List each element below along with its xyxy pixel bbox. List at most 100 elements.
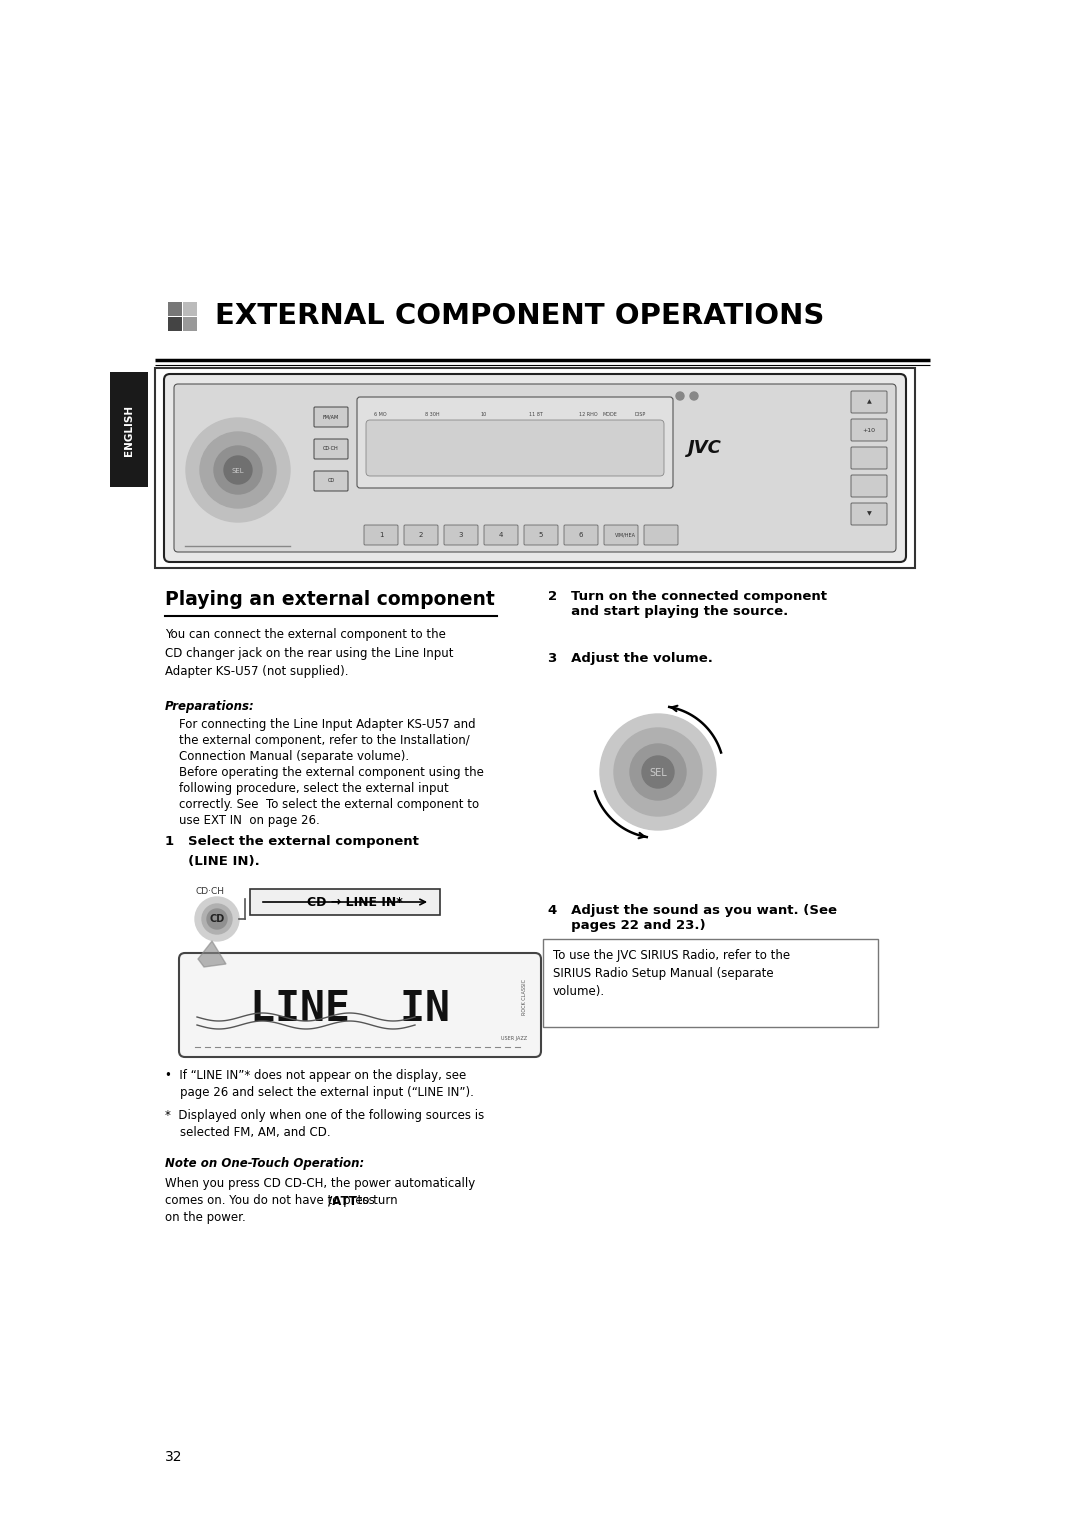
Text: LINE  IN: LINE IN <box>249 989 450 1030</box>
Text: Before operating the external component using the: Before operating the external component … <box>179 766 484 779</box>
Circle shape <box>676 393 684 400</box>
FancyBboxPatch shape <box>179 953 541 1057</box>
Text: 1   Select the external component: 1 Select the external component <box>165 834 419 848</box>
Text: VIM/HEA: VIM/HEA <box>615 532 636 538</box>
Bar <box>156 368 915 568</box>
Text: MODE: MODE <box>603 411 618 417</box>
Text: following procedure, select the external input: following procedure, select the external… <box>179 782 449 795</box>
Text: When you press CD CD-CH, the power automatically: When you press CD CD-CH, the power autom… <box>165 1177 475 1190</box>
Text: volume).: volume). <box>553 986 605 998</box>
Polygon shape <box>198 941 226 967</box>
Text: CD: CD <box>210 914 225 924</box>
FancyBboxPatch shape <box>851 475 887 497</box>
FancyBboxPatch shape <box>564 526 598 545</box>
FancyBboxPatch shape <box>524 526 558 545</box>
Text: on the power.: on the power. <box>165 1212 246 1224</box>
Text: 5: 5 <box>539 532 543 538</box>
Text: 10: 10 <box>481 411 487 417</box>
Bar <box>110 371 148 487</box>
Circle shape <box>642 756 674 788</box>
FancyBboxPatch shape <box>164 374 906 562</box>
Text: 3: 3 <box>459 532 463 538</box>
FancyBboxPatch shape <box>314 471 348 490</box>
Circle shape <box>630 744 686 801</box>
FancyBboxPatch shape <box>357 397 673 487</box>
Text: ENGLISH: ENGLISH <box>124 405 134 455</box>
Text: 12 RHO: 12 RHO <box>579 411 597 417</box>
Text: 2   Turn on the connected component
     and start playing the source.: 2 Turn on the connected component and st… <box>548 590 827 617</box>
Text: You can connect the external component to the
CD changer jack on the rear using : You can connect the external component t… <box>165 628 454 678</box>
Text: 2: 2 <box>419 532 423 538</box>
Text: ROCK CLASSIC: ROCK CLASSIC <box>522 979 527 1015</box>
FancyBboxPatch shape <box>851 419 887 442</box>
Text: /ATT: /ATT <box>328 1193 357 1207</box>
Text: 4   Adjust the sound as you want. (See
     pages 22 and 23.): 4 Adjust the sound as you want. (See pag… <box>548 905 837 932</box>
Text: (LINE IN).: (LINE IN). <box>165 856 260 868</box>
Circle shape <box>214 446 262 494</box>
FancyBboxPatch shape <box>604 526 638 545</box>
Text: 6: 6 <box>579 532 583 538</box>
Text: •  If “LINE IN”* does not appear on the display, see: • If “LINE IN”* does not appear on the d… <box>165 1070 467 1082</box>
Text: FM/AM: FM/AM <box>323 414 339 420</box>
FancyBboxPatch shape <box>851 503 887 526</box>
Text: 8 30H: 8 30H <box>424 411 440 417</box>
FancyBboxPatch shape <box>444 526 478 545</box>
FancyBboxPatch shape <box>404 526 438 545</box>
Bar <box>168 316 183 332</box>
FancyBboxPatch shape <box>644 526 678 545</box>
Circle shape <box>600 714 716 830</box>
FancyBboxPatch shape <box>366 420 664 477</box>
Text: correctly. See  To select the external component to: correctly. See To select the external co… <box>179 798 480 811</box>
Text: page 26 and select the external input (“LINE IN”).: page 26 and select the external input (“… <box>165 1086 474 1099</box>
FancyBboxPatch shape <box>851 391 887 413</box>
Circle shape <box>207 909 227 929</box>
Text: CD: CD <box>327 478 335 483</box>
Text: CD·CH: CD·CH <box>323 446 339 451</box>
FancyBboxPatch shape <box>484 526 518 545</box>
Text: SEL: SEL <box>232 468 244 474</box>
Text: 1: 1 <box>379 532 383 538</box>
Circle shape <box>202 905 232 934</box>
FancyBboxPatch shape <box>174 384 896 552</box>
Text: selected FM, AM, and CD.: selected FM, AM, and CD. <box>165 1126 330 1138</box>
Text: +10: +10 <box>863 428 876 432</box>
FancyBboxPatch shape <box>543 940 878 1027</box>
Text: To use the JVC SIRIUS Radio, refer to the: To use the JVC SIRIUS Radio, refer to th… <box>553 949 791 963</box>
Circle shape <box>615 727 702 816</box>
Text: Preparations:: Preparations: <box>165 700 255 714</box>
Text: CD → LINE IN*: CD → LINE IN* <box>307 895 403 909</box>
Text: comes on. You do not have to press: comes on. You do not have to press <box>165 1193 375 1207</box>
Text: JVC: JVC <box>688 439 721 457</box>
Text: to turn: to turn <box>350 1193 397 1207</box>
Text: Connection Manual (separate volume).: Connection Manual (separate volume). <box>179 750 409 762</box>
Text: use EXT IN  on page 26.: use EXT IN on page 26. <box>179 814 320 827</box>
Text: ▼: ▼ <box>866 512 872 516</box>
FancyBboxPatch shape <box>851 448 887 469</box>
Text: SIRIUS Radio Setup Manual (separate: SIRIUS Radio Setup Manual (separate <box>553 967 773 979</box>
Text: 4: 4 <box>499 532 503 538</box>
Text: 3   Adjust the volume.: 3 Adjust the volume. <box>548 652 713 665</box>
Circle shape <box>195 897 239 941</box>
Text: SEL: SEL <box>649 769 666 778</box>
Text: 6 MO: 6 MO <box>374 411 387 417</box>
Text: DISP: DISP <box>634 411 646 417</box>
FancyBboxPatch shape <box>314 406 348 426</box>
Circle shape <box>690 393 698 400</box>
Bar <box>183 316 197 332</box>
Bar <box>168 303 183 316</box>
FancyBboxPatch shape <box>314 439 348 458</box>
FancyBboxPatch shape <box>364 526 399 545</box>
Circle shape <box>224 455 252 484</box>
Text: 11 8T: 11 8T <box>529 411 543 417</box>
Text: CD·CH: CD·CH <box>195 886 224 895</box>
Circle shape <box>186 419 291 523</box>
FancyBboxPatch shape <box>249 889 440 915</box>
Text: Note on One-Touch Operation:: Note on One-Touch Operation: <box>165 1157 364 1170</box>
Text: ▲: ▲ <box>866 399 872 405</box>
Text: USER JAZZ: USER JAZZ <box>501 1036 527 1041</box>
Text: EXTERNAL COMPONENT OPERATIONS: EXTERNAL COMPONENT OPERATIONS <box>215 303 824 330</box>
Circle shape <box>200 432 276 507</box>
Text: *  Displayed only when one of the following sources is: * Displayed only when one of the followi… <box>165 1109 484 1122</box>
Text: 32: 32 <box>165 1450 183 1464</box>
Bar <box>183 303 197 316</box>
